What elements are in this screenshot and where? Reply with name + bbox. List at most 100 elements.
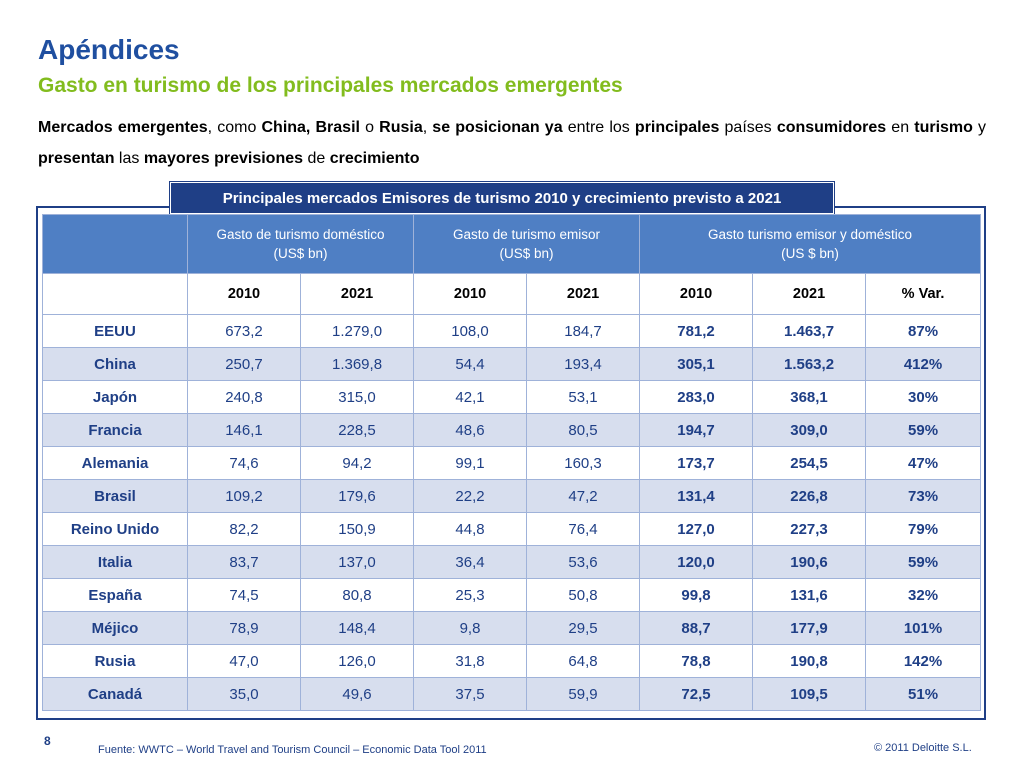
value-cell: 250,7 <box>187 347 301 381</box>
value-cell: 131,6 <box>752 578 867 612</box>
value-cell: 80,8 <box>299 578 415 612</box>
page-title: Apéndices <box>38 34 180 65</box>
group-header-unit: (US $ bn) <box>781 246 839 261</box>
value-cell: 29,5 <box>526 611 641 645</box>
value-cell: 227,3 <box>752 512 867 546</box>
group-header-unit: (US$ bn) <box>273 246 328 261</box>
variation-cell: 101% <box>865 611 982 645</box>
country-cell: Méjico <box>42 611 188 645</box>
value-cell: 25,3 <box>413 578 528 612</box>
value-cell: 240,8 <box>187 380 301 414</box>
page-number: 8 <box>44 734 51 748</box>
value-cell: 1.279,0 <box>299 314 415 348</box>
value-cell: 126,0 <box>299 644 415 678</box>
table-caption: Principales mercados Emisores de turismo… <box>170 182 834 214</box>
value-cell: 190,6 <box>752 545 867 579</box>
value-cell: 283,0 <box>639 380 754 414</box>
table-row: Rusia 47,0 126,0 31,8 64,8 78,8 190,8 142% <box>42 644 982 678</box>
value-cell: 193,4 <box>526 347 641 381</box>
intro-text: Rusia <box>379 119 423 136</box>
intro-text: en <box>886 119 915 136</box>
value-cell: 160,3 <box>526 446 641 480</box>
intro-text: y <box>972 119 987 136</box>
year-header-blank <box>42 273 188 315</box>
value-cell: 109,5 <box>752 677 867 711</box>
intro-text: , como <box>207 119 262 136</box>
table-row: Brasil 109,2 179,6 22,2 47,2 131,4 226,8 73% <box>42 479 982 513</box>
value-cell: 42,1 <box>413 380 528 414</box>
country-cell: Rusia <box>42 644 188 678</box>
value-cell: 254,5 <box>752 446 867 480</box>
value-cell: 184,7 <box>526 314 641 348</box>
value-cell: 150,9 <box>299 512 415 546</box>
intro-paragraph: Mercados emergentes, como China, Brasil … <box>38 112 986 174</box>
value-cell: 78,9 <box>187 611 301 645</box>
country-cell: Alemania <box>42 446 188 480</box>
value-cell: 76,4 <box>526 512 641 546</box>
intro-text: China, Brasil <box>261 119 360 136</box>
intro-text: principales <box>634 119 720 136</box>
value-cell: 9,8 <box>413 611 528 645</box>
tourism-spending-table: Gasto de turismo doméstico (US$ bn) Gast… <box>42 214 982 711</box>
table-row: China 250,7 1.369,8 54,4 193,4 305,1 1.563,2 41… <box>42 347 982 381</box>
value-cell: 190,8 <box>752 644 867 678</box>
value-cell: 1.463,7 <box>752 314 867 348</box>
value-cell: 80,5 <box>526 413 641 447</box>
table-row: Reino Unido 82,2 150,9 44,8 76,4 127,0 227,3 79… <box>42 512 982 546</box>
year-header: 2021 <box>752 273 867 315</box>
value-cell: 99,1 <box>413 446 528 480</box>
intro-text: presentan <box>38 150 115 167</box>
value-cell: 74,5 <box>187 578 301 612</box>
variation-cell: 412% <box>865 347 982 381</box>
value-cell: 179,6 <box>299 479 415 513</box>
value-cell: 108,0 <box>413 314 528 348</box>
country-cell: Canadá <box>42 677 188 711</box>
header-corner <box>42 214 188 274</box>
table-row: Alemania 74,6 94,2 99,1 160,3 173,7 254,5 47% <box>42 446 982 480</box>
table-row: Japón 240,8 315,0 42,1 53,1 283,0 368,1 30% <box>42 380 982 414</box>
variation-cell: 32% <box>865 578 982 612</box>
country-cell: Francia <box>42 413 188 447</box>
value-cell: 53,1 <box>526 380 641 414</box>
year-header: 2010 <box>413 273 528 315</box>
intro-text: se posicionan ya <box>432 119 563 136</box>
table-row: EEUU 673,2 1.279,0 108,0 184,7 781,2 1.463,7 87… <box>42 314 982 348</box>
value-cell: 31,8 <box>413 644 528 678</box>
value-cell: 53,6 <box>526 545 641 579</box>
group-header-line: Gasto turismo emisor y doméstico <box>708 227 913 242</box>
value-cell: 1.369,8 <box>299 347 415 381</box>
country-cell: Japón <box>42 380 188 414</box>
intro-text: Mercados emergentes <box>38 119 208 136</box>
intro-text: , <box>422 119 433 136</box>
intro-text: entre los <box>562 119 635 136</box>
value-cell: 109,2 <box>187 479 301 513</box>
variation-cell: 59% <box>865 545 982 579</box>
value-cell: 49,6 <box>299 677 415 711</box>
year-header: 2010 <box>639 273 754 315</box>
value-cell: 1.563,2 <box>752 347 867 381</box>
variation-cell: 59% <box>865 413 982 447</box>
value-cell: 47,2 <box>526 479 641 513</box>
value-cell: 36,4 <box>413 545 528 579</box>
country-cell: China <box>42 347 188 381</box>
year-header: 2021 <box>299 273 415 315</box>
value-cell: 74,6 <box>187 446 301 480</box>
value-cell: 94,2 <box>299 446 415 480</box>
var-header: % Var. <box>865 273 982 315</box>
value-cell: 120,0 <box>639 545 754 579</box>
value-cell: 59,9 <box>526 677 641 711</box>
intro-text: turismo <box>914 119 973 136</box>
value-cell: 673,2 <box>187 314 301 348</box>
intro-text: de <box>303 150 330 167</box>
country-cell: Reino Unido <box>42 512 188 546</box>
intro-text: crecimiento <box>329 150 420 167</box>
value-cell: 64,8 <box>526 644 641 678</box>
value-cell: 44,8 <box>413 512 528 546</box>
copyright: © 2011 Deloitte S.L. <box>874 742 972 754</box>
value-cell: 99,8 <box>639 578 754 612</box>
value-cell: 82,2 <box>187 512 301 546</box>
intro-text: o <box>359 119 380 136</box>
variation-cell: 73% <box>865 479 982 513</box>
value-cell: 54,4 <box>413 347 528 381</box>
value-cell: 781,2 <box>639 314 754 348</box>
